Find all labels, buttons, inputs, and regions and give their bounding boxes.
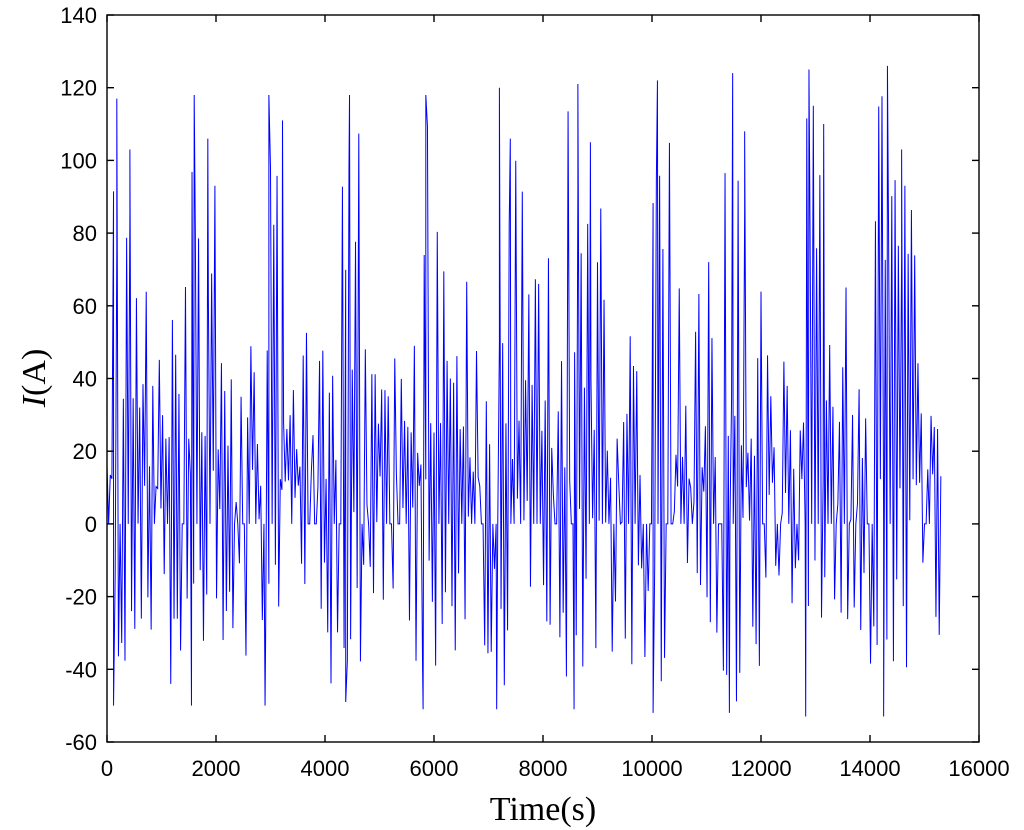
y-tick-label: 100 (60, 148, 97, 173)
x-tick-label: 8000 (519, 756, 568, 781)
x-tick-label: 16000 (948, 756, 1009, 781)
plot-area (107, 15, 979, 742)
x-tick-label: 12000 (730, 756, 791, 781)
y-axis-ticks: -60 -40 -20 0 20 40 60 80 100 120 140 (60, 3, 979, 755)
x-tick-label: 0 (101, 756, 113, 781)
y-tick-label: 120 (60, 76, 97, 101)
x-tick-label: 2000 (192, 756, 241, 781)
y-axis-label: I(A) (16, 349, 53, 409)
x-tick-label: 6000 (410, 756, 459, 781)
y-tick-label: 20 (73, 439, 97, 464)
y-tick-label: -60 (65, 730, 97, 755)
y-tick-label: 80 (73, 221, 97, 246)
x-tick-label: 14000 (839, 756, 900, 781)
x-tick-label: 10000 (621, 756, 682, 781)
y-tick-label: -20 (65, 585, 97, 610)
series-line-current (107, 65, 942, 717)
y-tick-label: 140 (60, 3, 97, 28)
y-tick-label: 0 (85, 512, 97, 537)
x-tick-label: 4000 (301, 756, 350, 781)
x-axis-label: Time(s) (490, 791, 596, 828)
y-axis-label-unit: (A) (16, 349, 53, 396)
y-tick-label: 40 (73, 367, 97, 392)
y-axis-label-symbol: I (16, 394, 53, 408)
x-axis-ticks: 0 2000 4000 6000 8000 10000 12000 14000 16000 (101, 15, 1010, 781)
y-tick-label: -40 (65, 657, 97, 682)
y-tick-label: 60 (73, 294, 97, 319)
